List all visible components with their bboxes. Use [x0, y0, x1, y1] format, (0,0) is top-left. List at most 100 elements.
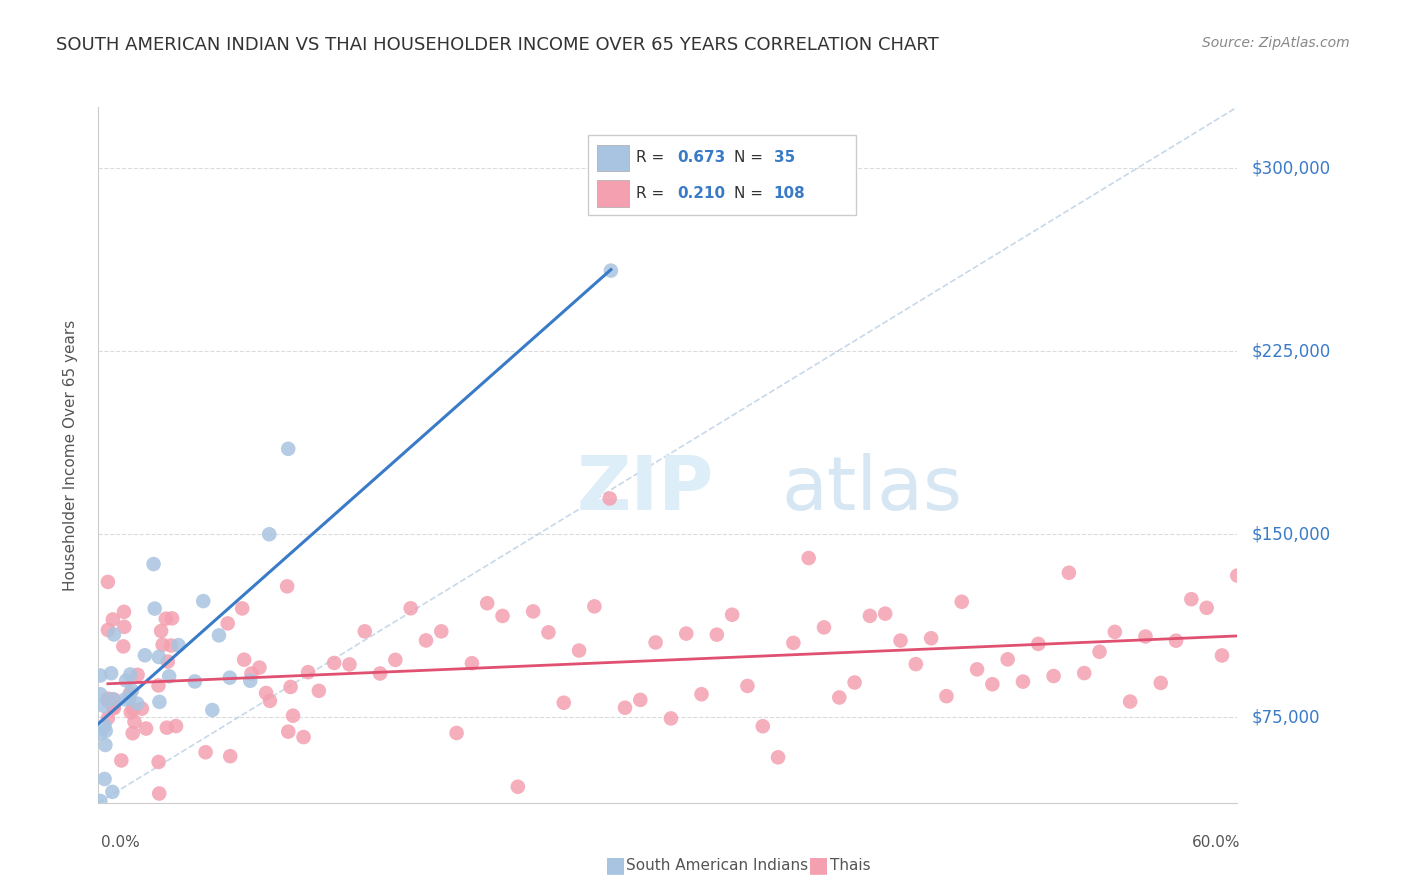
Point: [415, 633, 437, 648]
Point: [217, 616, 239, 631]
Text: N =: N =: [734, 186, 763, 201]
Text: ■: ■: [808, 855, 830, 875]
Point: [706, 627, 728, 641]
Point: [93, 698, 115, 713]
Point: [101, 692, 124, 706]
Point: [249, 660, 271, 674]
Point: [1104, 624, 1126, 639]
Point: [997, 652, 1019, 666]
Point: [131, 701, 153, 715]
Point: [583, 599, 606, 614]
Point: [233, 653, 256, 667]
Point: [368, 666, 391, 681]
Point: [101, 612, 124, 626]
Text: 0.210: 0.210: [676, 186, 725, 201]
Text: Thais: Thais: [830, 858, 870, 872]
Point: [160, 611, 183, 625]
Point: [568, 643, 591, 657]
Point: [614, 700, 637, 714]
Point: [152, 638, 174, 652]
Point: [118, 691, 141, 706]
Point: [165, 719, 187, 733]
Point: [384, 653, 406, 667]
Point: [120, 667, 142, 681]
Point: [89, 668, 111, 682]
Point: [659, 711, 682, 725]
Point: [277, 724, 299, 739]
Text: R =: R =: [636, 151, 669, 165]
Point: [148, 755, 170, 769]
Point: [134, 648, 156, 663]
Point: [148, 678, 170, 692]
Point: [94, 723, 117, 738]
Point: [875, 607, 897, 621]
Point: [112, 605, 135, 619]
Point: [103, 692, 125, 706]
Point: [167, 638, 190, 652]
Point: [491, 609, 513, 624]
Point: [97, 694, 120, 708]
Point: [127, 697, 149, 711]
Point: [461, 657, 484, 671]
Point: [506, 780, 529, 794]
Point: [93, 772, 115, 786]
Point: [89, 726, 111, 740]
Point: [1026, 637, 1049, 651]
Point: [859, 608, 882, 623]
Point: [935, 689, 957, 703]
Point: [193, 594, 215, 608]
Point: [477, 596, 499, 610]
Point: [150, 624, 173, 638]
Text: $75,000: $75,000: [1251, 708, 1320, 726]
Point: [89, 687, 111, 701]
Text: SOUTH AMERICAN INDIAN VS THAI HOUSEHOLDER INCOME OVER 65 YEARS CORRELATION CHART: SOUTH AMERICAN INDIAN VS THAI HOUSEHOLDE…: [56, 36, 939, 54]
Point: [254, 686, 277, 700]
Point: [281, 708, 304, 723]
Point: [94, 738, 117, 752]
Point: [112, 640, 135, 654]
Point: [127, 668, 149, 682]
Point: [239, 673, 262, 688]
Point: [277, 442, 299, 456]
Point: [600, 263, 623, 277]
Point: [981, 677, 1004, 691]
Point: [100, 666, 122, 681]
Point: [920, 632, 942, 646]
Text: South American Indians: South American Indians: [626, 858, 808, 872]
Point: [103, 701, 125, 715]
Point: [112, 620, 135, 634]
Point: [889, 633, 911, 648]
Point: [240, 666, 263, 681]
Point: [97, 623, 120, 637]
Point: [1180, 592, 1202, 607]
Point: [184, 674, 207, 689]
Point: [292, 730, 315, 744]
Point: [143, 601, 166, 615]
Point: [194, 745, 217, 759]
Point: [522, 604, 544, 618]
Text: $150,000: $150,000: [1251, 525, 1330, 543]
Point: [114, 692, 136, 706]
Point: [353, 624, 375, 639]
Point: [782, 636, 804, 650]
Text: ZIP: ZIP: [576, 453, 714, 526]
Point: [97, 711, 120, 725]
Point: [135, 722, 157, 736]
Point: [628, 693, 651, 707]
Point: [231, 601, 253, 615]
FancyBboxPatch shape: [598, 180, 628, 207]
Point: [297, 665, 319, 680]
Text: 0.0%: 0.0%: [101, 836, 141, 850]
Point: [1211, 648, 1233, 663]
Text: 108: 108: [773, 186, 806, 201]
Text: R =: R =: [636, 186, 669, 201]
Point: [103, 700, 125, 714]
Point: [737, 679, 759, 693]
Text: ■: ■: [605, 855, 626, 875]
Point: [122, 702, 145, 716]
Point: [124, 714, 146, 729]
Point: [1195, 600, 1218, 615]
Text: 35: 35: [773, 151, 794, 165]
Text: $225,000: $225,000: [1251, 343, 1330, 360]
Y-axis label: Householder Income Over 65 years: Householder Income Over 65 years: [63, 319, 77, 591]
